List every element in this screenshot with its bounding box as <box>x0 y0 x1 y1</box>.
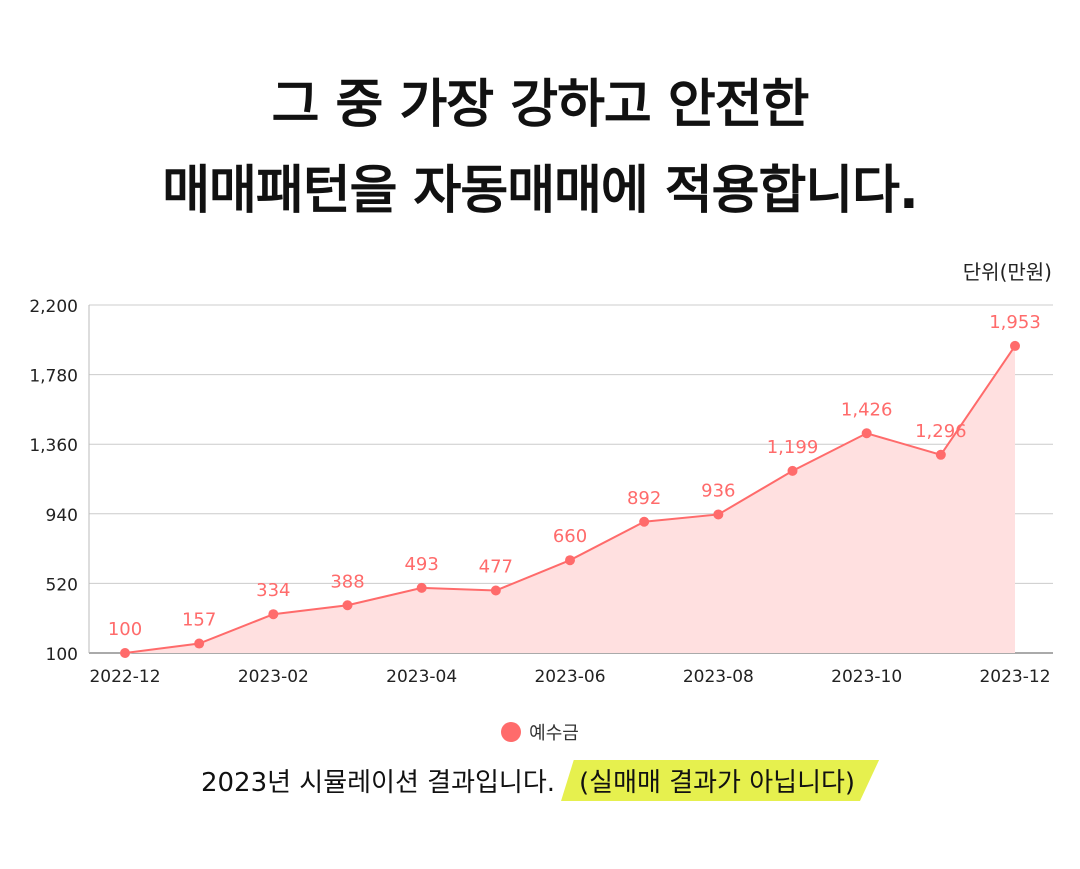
legend: 예수금 <box>0 719 1080 745</box>
data-label: 493 <box>404 554 438 575</box>
x-tick-label: 2023-08 <box>683 667 754 687</box>
x-tick-label: 2023-10 <box>831 667 902 687</box>
headline-line-1: 그 중 가장 강하고 안전한 <box>271 75 810 135</box>
y-tick-label: 940 <box>46 506 78 526</box>
data-point <box>120 648 130 658</box>
data-label: 388 <box>330 571 364 592</box>
data-label: 477 <box>479 557 513 578</box>
data-label: 936 <box>701 480 735 501</box>
x-tick-label: 2023-06 <box>534 667 605 687</box>
unit-label: 단위(만원) <box>962 260 1052 284</box>
data-point <box>490 585 501 596</box>
data-point <box>861 428 872 439</box>
footer-highlight: (실매매 결과가 아닙니다) <box>561 760 880 801</box>
data-label: 1,426 <box>841 399 893 420</box>
data-point <box>565 555 575 566</box>
data-point <box>342 600 353 611</box>
data-label: 100 <box>108 619 142 640</box>
data-label: 157 <box>182 610 216 631</box>
series-area <box>125 345 1015 653</box>
data-label: 892 <box>627 488 661 509</box>
data-label: 334 <box>256 580 290 601</box>
y-tick-label: 100 <box>46 645 78 665</box>
data-point <box>268 609 279 620</box>
x-tick-label: 2022-12 <box>89 667 160 687</box>
x-tick-label: 2023-12 <box>979 667 1050 687</box>
data-point <box>1010 340 1020 351</box>
data-label: 660 <box>553 526 587 547</box>
footer-note: 2023년 시뮬레이션 결과입니다. (실매매 결과가 아닙니다) <box>0 760 1080 801</box>
area-chart: 100 520 940 1,360 1,780 2,200 100 157 334 388 493 4… <box>29 297 1053 687</box>
y-tick-label: 2,200 <box>29 297 78 317</box>
y-tick-label: 520 <box>46 575 78 595</box>
x-tick-label: 2023-04 <box>386 667 457 687</box>
y-tick-label: 1,780 <box>29 367 78 387</box>
legend-label: 예수금 <box>529 723 579 744</box>
data-label: 1,953 <box>989 312 1041 333</box>
data-point <box>935 449 946 460</box>
data-point <box>787 465 798 476</box>
legend-marker <box>501 722 522 742</box>
x-tick-label: 2023-02 <box>238 667 309 687</box>
data-point <box>639 516 650 527</box>
data-label: 1,199 <box>767 437 819 458</box>
y-tick-label: 1,360 <box>29 436 78 456</box>
data-point <box>713 509 724 520</box>
data-point <box>194 638 205 649</box>
data-point <box>416 582 427 593</box>
headline-line-2: 매매패턴을 자동매매에 적용합니다. <box>162 161 919 221</box>
data-label: 1,296 <box>915 421 967 442</box>
footer-text: 2023년 시뮬레이션 결과입니다. <box>200 768 556 798</box>
